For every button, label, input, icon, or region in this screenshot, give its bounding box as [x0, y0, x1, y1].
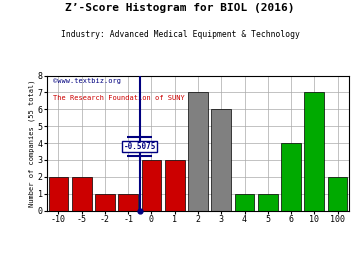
Bar: [211, 109, 231, 211]
Text: -0.5075: -0.5075: [123, 142, 156, 151]
Bar: [95, 194, 115, 211]
Text: Z’-Score Histogram for BIOL (2016): Z’-Score Histogram for BIOL (2016): [65, 3, 295, 13]
Bar: [258, 194, 278, 211]
Y-axis label: Number of companies (55 total): Number of companies (55 total): [28, 79, 35, 207]
Bar: [328, 177, 347, 211]
Bar: [49, 177, 68, 211]
Bar: [118, 194, 138, 211]
Bar: [72, 177, 91, 211]
Text: Industry: Advanced Medical Equipment & Technology: Industry: Advanced Medical Equipment & T…: [60, 30, 300, 39]
Text: The Research Foundation of SUNY: The Research Foundation of SUNY: [53, 94, 185, 100]
Bar: [281, 143, 301, 211]
Bar: [305, 92, 324, 211]
Bar: [235, 194, 255, 211]
Bar: [165, 160, 185, 211]
Bar: [141, 160, 161, 211]
Text: ©www.textbiz.org: ©www.textbiz.org: [53, 78, 121, 84]
Bar: [188, 92, 208, 211]
